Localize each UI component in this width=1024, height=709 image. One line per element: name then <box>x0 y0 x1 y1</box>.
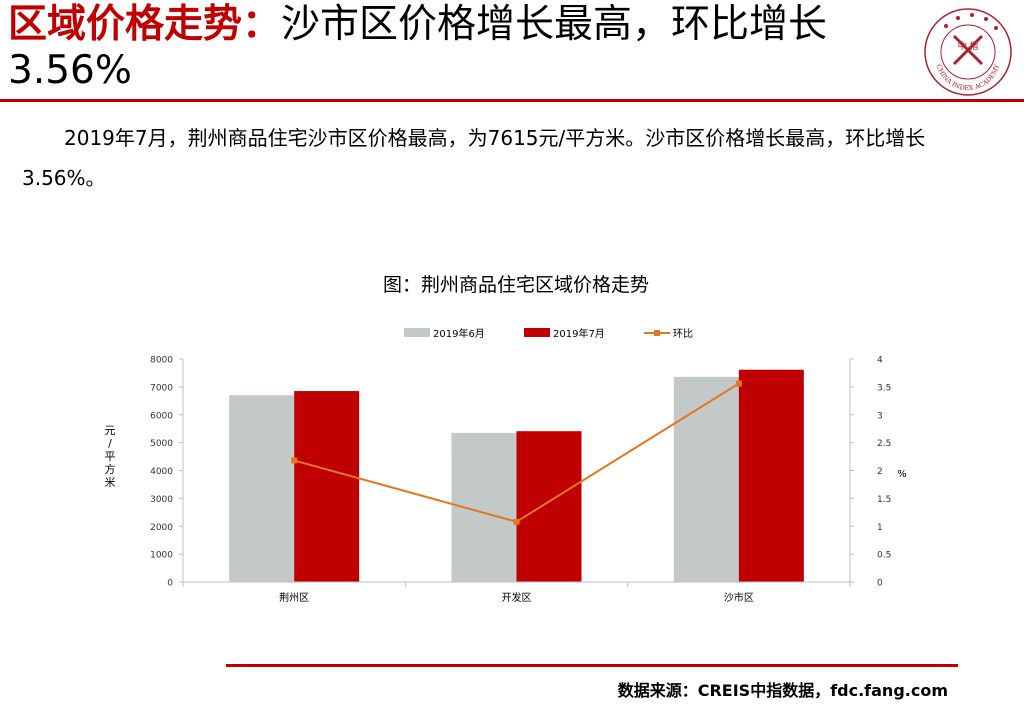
y2-axis-label: % <box>897 469 907 480</box>
footer-divider <box>226 664 958 667</box>
chart-legend: 2019年6月 2019年7月 环比 <box>404 327 693 340</box>
y2-tick-label: 2 <box>877 467 883 477</box>
legend-label-环比: 环比 <box>673 328 693 340</box>
title-highlight: 区域价格走势： <box>8 2 282 47</box>
y-tick-label: 5000 <box>150 439 173 449</box>
bar-开发区-2019年7月 <box>516 431 582 582</box>
legend-swatch-2019年7月 <box>524 328 550 337</box>
summary-text: 2019年7月，荆州商品住宅沙市区价格最高，为7615元/平方米。沙市区价格增长… <box>22 126 926 190</box>
y-tick-label: 7000 <box>150 383 173 393</box>
x-axis: 荆州区 开发区 沙市区 <box>182 581 851 604</box>
chart-title: 图：荆州商品住宅区域价格走势 <box>383 274 649 296</box>
point-沙市区 <box>735 380 742 387</box>
region-price-chart: 图：荆州商品住宅区域价格走势 2019年6月 2019年7月 环比 01000200… <box>105 274 907 604</box>
y2-tick-label: 1.5 <box>877 495 891 505</box>
y2-tick-label: 1 <box>877 523 883 533</box>
china-index-academy-logo-icon: 中 指 CHINA INDEX ACADEMY <box>924 8 1012 96</box>
page-title: 区域价格走势：沙市区价格增长最高，环比增长3.56% <box>8 2 908 94</box>
x-tick-label: 沙市区 <box>724 591 754 604</box>
y-tick-label: 8000 <box>150 356 173 366</box>
chart-line <box>291 380 742 525</box>
x-tick-label: 开发区 <box>502 591 532 604</box>
legend-marker-环比 <box>654 330 660 336</box>
y-tick-label: 0 <box>167 579 173 589</box>
y2-tick-label: 0.5 <box>877 551 891 561</box>
title-rest: 沙市区价格增长最高，环比增长3.56% <box>8 2 828 93</box>
logo-center-text: 中 指 <box>958 40 979 52</box>
y-axis-left: 0 1000 2000 3000 4000 5000 6000 7000 8000 <box>150 356 184 589</box>
legend-label-2019年7月: 2019年7月 <box>553 327 605 340</box>
bar-荆州区-2019年7月 <box>294 391 360 582</box>
y-tick-label: 4000 <box>150 467 173 477</box>
x-tick-label: 荆州区 <box>279 591 309 604</box>
title-divider <box>0 99 1024 102</box>
bar-沙市区-2019年7月 <box>738 369 804 582</box>
y-tick-label: 3000 <box>150 495 173 505</box>
bar-沙市区-2019年6月 <box>673 376 739 582</box>
y2-tick-label: 3 <box>877 411 883 421</box>
legend-label-2019年6月: 2019年6月 <box>433 327 485 340</box>
legend-swatch-2019年6月 <box>404 328 430 337</box>
y-axis-right: 0 0.5 1 1.5 2 2.5 3 3.5 4 <box>849 356 891 589</box>
y-axis-label: 元/平方米 <box>105 424 116 489</box>
y-tick-label: 2000 <box>150 523 173 533</box>
y-tick-label: 6000 <box>150 411 173 421</box>
y2-tick-label: 4 <box>877 356 883 366</box>
y2-tick-label: 2.5 <box>877 439 891 449</box>
point-荆州区 <box>291 457 298 464</box>
point-开发区 <box>513 518 520 525</box>
data-source: 数据来源：CREIS中指数据，fdc.fang.com <box>617 681 948 700</box>
y-tick-label: 1000 <box>150 551 173 561</box>
bar-荆州区-2019年6月 <box>229 395 295 582</box>
y2-tick-label: 3.5 <box>877 383 891 393</box>
chart-bars <box>229 369 804 582</box>
y2-tick-label: 0 <box>877 579 883 589</box>
